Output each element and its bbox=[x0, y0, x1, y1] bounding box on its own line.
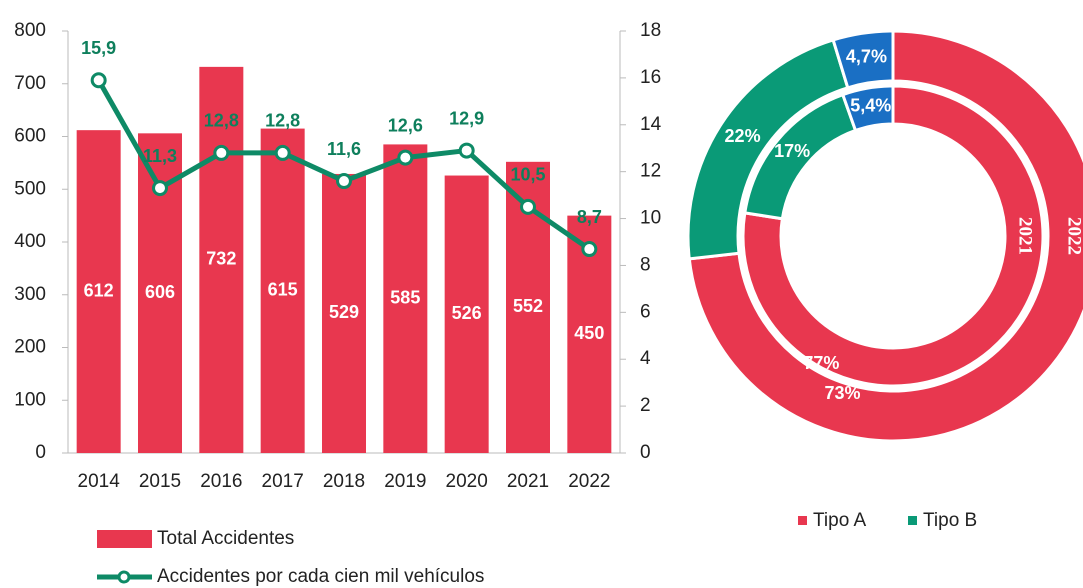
point bbox=[520, 198, 536, 215]
y-tick-label: 700 bbox=[14, 73, 46, 94]
y2-tick-label: 0 bbox=[640, 442, 651, 463]
donut-slice bbox=[741, 84, 1045, 388]
y-tick-label: 200 bbox=[14, 337, 46, 358]
legend-label: Tipo A bbox=[813, 510, 866, 531]
legend-label: Total Accidentes bbox=[157, 528, 294, 549]
point bbox=[581, 241, 598, 258]
value-label: 12,8 bbox=[204, 111, 239, 131]
point bbox=[458, 142, 475, 159]
x-tick-label: 2020 bbox=[446, 471, 488, 492]
y-tick-label: 500 bbox=[14, 178, 46, 199]
y-tick-label: 600 bbox=[14, 126, 46, 147]
y-tick-label: 400 bbox=[14, 231, 46, 252]
value-label: 615 bbox=[268, 280, 298, 300]
donut-slice bbox=[831, 29, 895, 90]
bar bbox=[322, 173, 366, 453]
ring-label: 2022 bbox=[1064, 217, 1083, 255]
value-label: 612 bbox=[84, 280, 114, 300]
y2-tick-label: 2 bbox=[640, 395, 651, 416]
x-tick-label: 2018 bbox=[323, 471, 365, 492]
value-label: 10,5 bbox=[510, 165, 545, 185]
x-tick-label: 2022 bbox=[568, 471, 610, 492]
value-label: 4,7% bbox=[846, 47, 887, 67]
value-label: 12,8 bbox=[265, 111, 300, 131]
y2-tick-label: 14 bbox=[640, 114, 662, 135]
bar bbox=[199, 66, 244, 454]
x-tick-label: 2019 bbox=[384, 471, 426, 492]
value-label: 12,6 bbox=[388, 115, 423, 135]
value-label: 526 bbox=[452, 303, 482, 323]
point bbox=[90, 72, 107, 89]
bar bbox=[444, 175, 489, 453]
y2-tick-label: 10 bbox=[640, 208, 661, 229]
y-tick-label: 100 bbox=[14, 389, 46, 410]
bar bbox=[383, 144, 428, 453]
point bbox=[397, 149, 414, 166]
bar bbox=[260, 128, 305, 453]
y2-tick-label: 6 bbox=[640, 301, 651, 322]
legend-label: Tipo B bbox=[923, 510, 977, 531]
x-tick-label: 2014 bbox=[78, 471, 121, 492]
value-label: 22% bbox=[725, 126, 761, 146]
x-tick-label: 2017 bbox=[262, 471, 304, 492]
y-tick-label: 0 bbox=[35, 442, 46, 463]
value-label: 11,3 bbox=[143, 146, 177, 166]
donut-slice bbox=[687, 29, 1083, 443]
value-label: 450 bbox=[574, 323, 604, 343]
y2-tick-label: 12 bbox=[640, 161, 661, 182]
y2-tick-label: 16 bbox=[640, 67, 661, 88]
x-tick-label: 2015 bbox=[139, 471, 181, 492]
y2-tick-label: 8 bbox=[640, 254, 651, 275]
value-label: 5,4% bbox=[850, 96, 891, 116]
value-label: 17% bbox=[774, 141, 810, 161]
x-tick-label: 2016 bbox=[200, 471, 242, 492]
x-tick-label: 2021 bbox=[507, 471, 549, 492]
y-tick-label: 300 bbox=[14, 284, 46, 305]
legend-point bbox=[117, 570, 131, 584]
value-label: 529 bbox=[329, 302, 359, 322]
y2-tick-label: 18 bbox=[640, 20, 661, 41]
value-label: 77% bbox=[803, 353, 839, 373]
value-label: 12,9 bbox=[449, 108, 484, 128]
point bbox=[152, 180, 168, 197]
point bbox=[213, 144, 230, 161]
bar bbox=[76, 130, 121, 454]
legend-swatch bbox=[908, 516, 917, 525]
point bbox=[336, 173, 352, 190]
value-label: 8,7 bbox=[577, 207, 602, 227]
donut-slice bbox=[840, 84, 895, 133]
legend-swatch bbox=[97, 530, 152, 548]
value-label: 732 bbox=[206, 249, 236, 269]
legend-label: Accidentes por cada cien mil vehículos bbox=[157, 566, 484, 587]
legend-swatch bbox=[798, 516, 807, 525]
value-label: 552 bbox=[513, 296, 543, 316]
y-tick-label: 800 bbox=[14, 20, 46, 41]
ring-label: 2021 bbox=[1015, 217, 1036, 255]
y2-tick-label: 4 bbox=[640, 348, 651, 369]
value-label: 11,6 bbox=[327, 139, 361, 159]
value-label: 73% bbox=[825, 383, 861, 403]
value-label: 606 bbox=[145, 282, 175, 302]
point bbox=[274, 144, 291, 161]
value-label: 585 bbox=[390, 287, 420, 307]
value-label: 15,9 bbox=[81, 38, 116, 58]
